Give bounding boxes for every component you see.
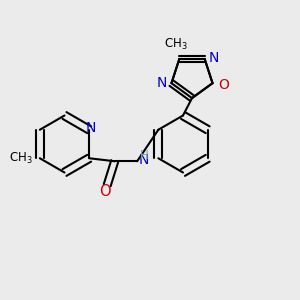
- Text: O: O: [99, 184, 111, 200]
- Text: CH$_3$: CH$_3$: [9, 151, 32, 166]
- Text: O: O: [218, 78, 229, 92]
- Text: N: N: [208, 50, 219, 64]
- Text: CH$_3$: CH$_3$: [164, 36, 188, 52]
- Text: H: H: [140, 149, 149, 162]
- Text: N: N: [139, 153, 149, 167]
- Text: N: N: [157, 76, 167, 90]
- Text: N: N: [85, 121, 96, 135]
